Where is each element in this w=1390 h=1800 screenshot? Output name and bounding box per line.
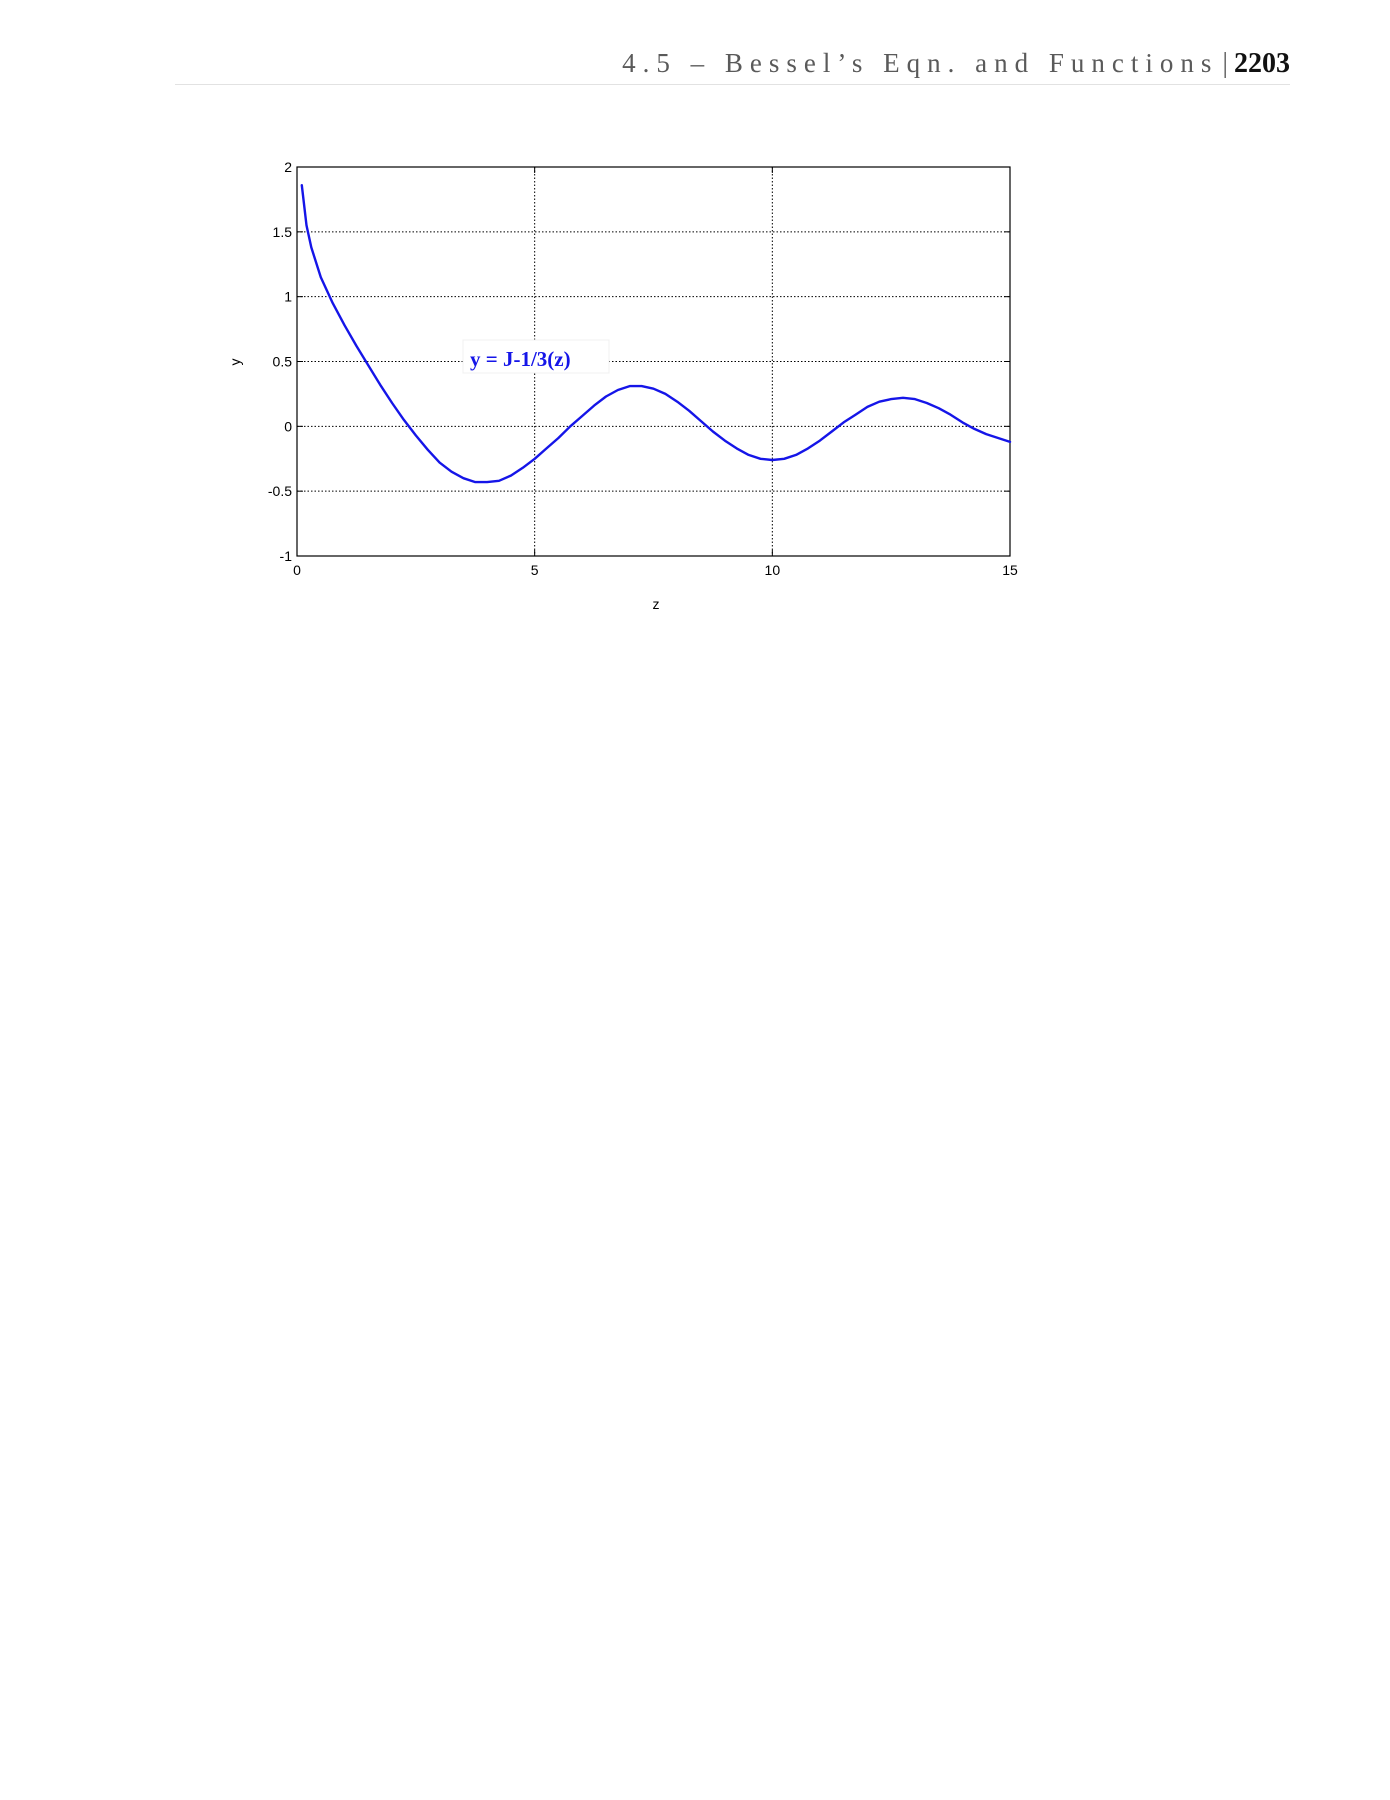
page-header: 4.5 – Bessel’s Eqn. and Functions | 2203	[175, 42, 1290, 85]
y-axis-label: y	[227, 359, 243, 366]
annotation-label: y = J-1/3(z)	[470, 347, 571, 371]
series-group	[300, 184, 1012, 484]
header-separator: |	[1222, 48, 1228, 79]
y-tick-label: 0	[284, 418, 292, 434]
y-tick-label: 1	[284, 289, 292, 305]
y-tick-label: -1	[280, 548, 293, 564]
page-number: 2203	[1234, 48, 1290, 79]
annotation-background	[462, 339, 610, 374]
plot-frame	[296, 166, 1011, 557]
running-header: 4.5 – Bessel’s Eqn. and Functions | 2203	[622, 48, 1290, 80]
y-tick-label: 2	[284, 159, 292, 175]
x-tick-label: 10	[765, 562, 781, 578]
x-tick-label: 5	[531, 562, 539, 578]
y-tick-label: -0.5	[268, 483, 292, 499]
y-tick-label: 1.5	[273, 224, 293, 240]
y-axis-ticks: -1 -0.5 0 0.5 1 1.5 2	[268, 159, 1010, 564]
x-tick-label: 0	[293, 562, 301, 578]
y-tick-label: 0.5	[273, 354, 293, 370]
annotation-box: y = J-1/3(z)	[462, 339, 610, 374]
bessel-plot: 0 5 10 15 -1 -0.5 0 0.5 1 1.5 2 y = J-1/3(z) z y	[227, 159, 1018, 612]
x-axis-label: z	[653, 596, 660, 612]
x-tick-label: 15	[1002, 562, 1018, 578]
running-title: 4.5 – Bessel’s Eqn. and Functions	[622, 48, 1219, 78]
series-line	[300, 184, 1012, 484]
figure: 0 5 10 15 -1 -0.5 0 0.5 1 1.5 2 y = J-1/3(z) z y	[220, 150, 1060, 630]
plot-background	[297, 167, 1010, 556]
